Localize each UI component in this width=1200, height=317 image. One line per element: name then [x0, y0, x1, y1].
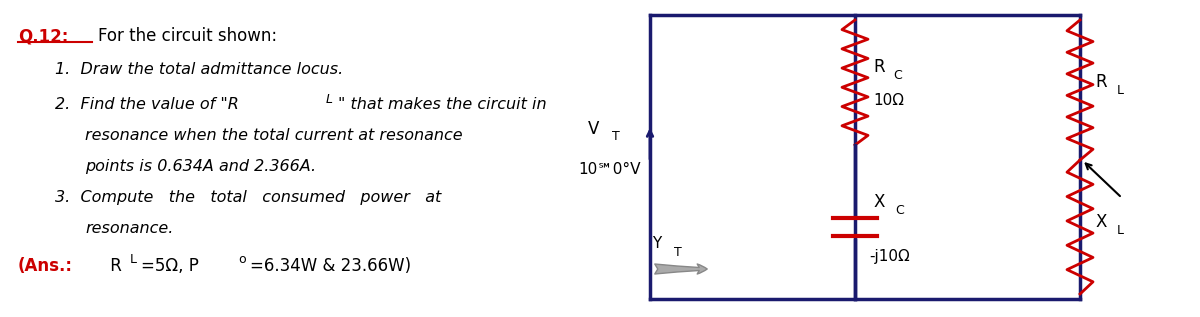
Text: R: R — [106, 257, 122, 275]
Text: " that makes the circuit in: " that makes the circuit in — [338, 97, 547, 112]
Text: o: o — [238, 253, 246, 266]
Text: resonance when the total current at resonance: resonance when the total current at reso… — [85, 128, 463, 143]
Text: Q.12:: Q.12: — [18, 27, 68, 45]
Text: 10℠0°V: 10℠0°V — [578, 161, 641, 177]
Text: L: L — [326, 93, 334, 106]
Text: C: C — [895, 204, 904, 217]
Text: =5Ω, P: =5Ω, P — [142, 257, 199, 275]
Text: For the circuit shown:: For the circuit shown: — [98, 27, 277, 45]
Text: =6.34W & 23.66W): =6.34W & 23.66W) — [250, 257, 412, 275]
Text: T: T — [612, 131, 619, 144]
Text: L: L — [130, 253, 137, 266]
Text: T: T — [674, 245, 682, 258]
Text: points is 0.634A and 2.366A.: points is 0.634A and 2.366A. — [85, 159, 316, 174]
Text: 3.  Compute   the   total   consumed   power   at: 3. Compute the total consumed power at — [55, 190, 442, 205]
Text: V: V — [588, 120, 599, 138]
Text: Y: Y — [652, 236, 661, 251]
Text: 1.  Draw the total admittance locus.: 1. Draw the total admittance locus. — [55, 62, 343, 77]
Text: R: R — [1096, 73, 1106, 91]
Text: L: L — [1117, 223, 1124, 236]
Text: (Ans.:: (Ans.: — [18, 257, 73, 275]
Text: 2.  Find the value of "R: 2. Find the value of "R — [55, 97, 239, 112]
Text: X: X — [874, 193, 884, 211]
Text: R: R — [874, 59, 884, 76]
Text: C: C — [893, 69, 901, 82]
Text: L: L — [1117, 83, 1124, 96]
Text: X: X — [1096, 213, 1106, 231]
Text: resonance.: resonance. — [85, 221, 173, 236]
Text: 10Ω: 10Ω — [874, 93, 904, 108]
Text: -j10Ω: -j10Ω — [869, 249, 910, 264]
